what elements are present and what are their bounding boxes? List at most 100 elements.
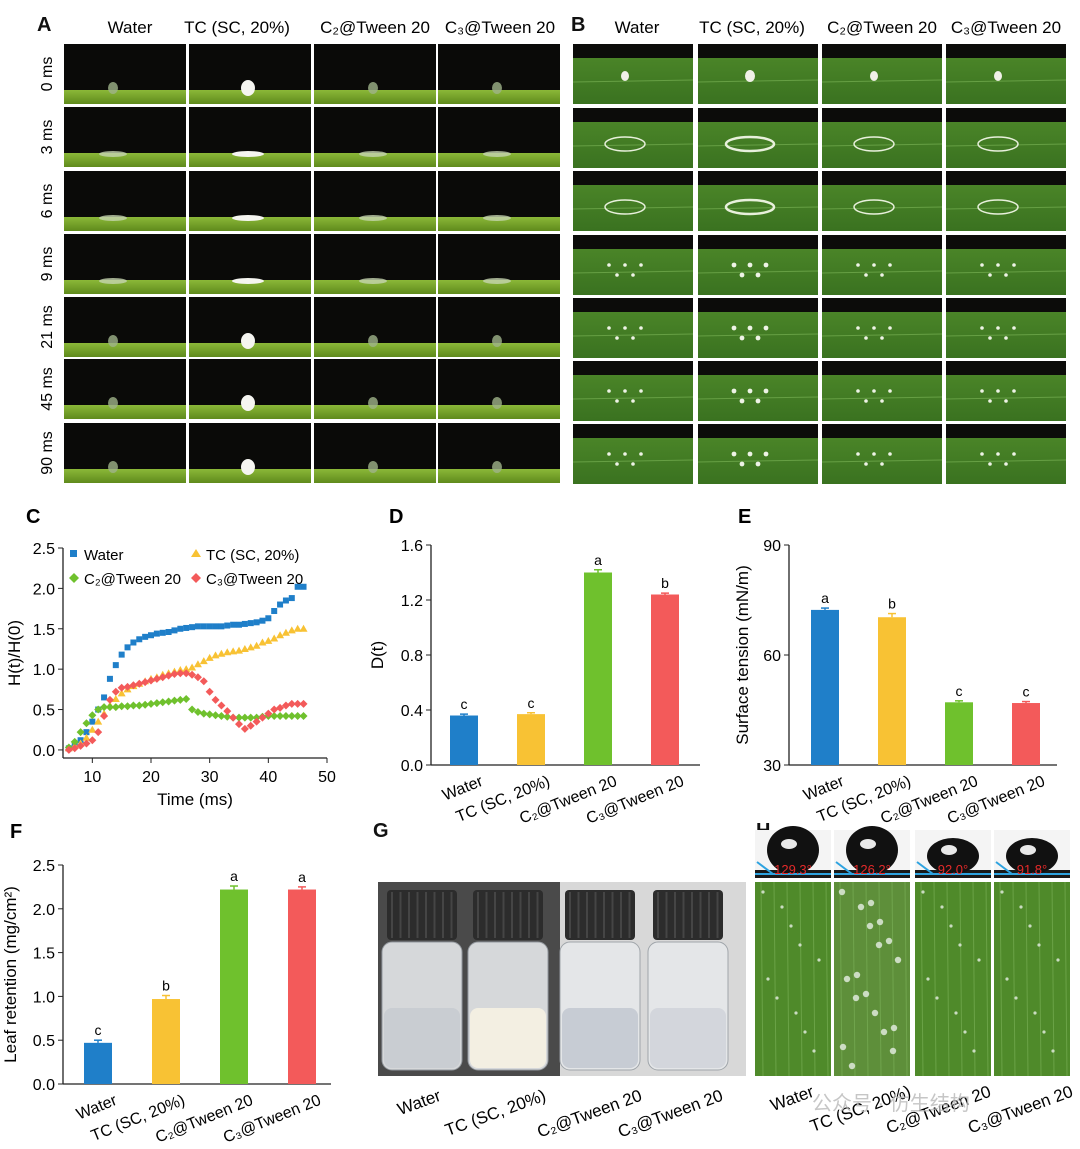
panel-a-letter: A xyxy=(37,14,52,36)
chart-c-point xyxy=(189,624,196,631)
chart-c-point xyxy=(223,712,232,721)
chart-f-bar xyxy=(288,889,316,1084)
chart-c-point xyxy=(182,695,191,704)
chart-c-point xyxy=(176,669,185,678)
chart-d-ytick: 0.4 xyxy=(401,703,423,720)
chart-c-point xyxy=(270,705,279,714)
chart-d-ylabel: D(t) xyxy=(368,641,387,669)
contact-angle-value: 129.3° xyxy=(774,862,812,877)
chart-c-point xyxy=(111,695,120,703)
chart-c-point xyxy=(129,681,138,690)
chart-f-sig-letter: a xyxy=(230,868,238,884)
chart-c-point xyxy=(236,621,242,628)
contact-angle-image: 126.2° xyxy=(834,826,910,878)
chart-c-point xyxy=(82,719,91,728)
panel-b-cell xyxy=(572,108,694,168)
chart-c-point xyxy=(252,641,261,649)
panel-a-cell xyxy=(438,359,560,419)
panel-b-cell xyxy=(945,298,1067,358)
chart-c-point xyxy=(82,739,91,748)
chart-c-point xyxy=(170,670,179,678)
panel-b-cell xyxy=(945,361,1067,421)
chart-c-point xyxy=(188,663,197,671)
chart-d-sig-letter: c xyxy=(528,695,535,711)
chart-c-point xyxy=(235,713,243,722)
chart-c-point xyxy=(152,674,161,683)
chart-e-sig-letter: a xyxy=(821,590,829,606)
chart-c-point xyxy=(141,700,150,709)
panel-b-cell xyxy=(697,171,819,231)
panel-a-column-labels: Water TC (SC, 20%) C₂@Tween 20 C₃@Tween 20 xyxy=(108,18,555,37)
chart-c-point xyxy=(70,737,79,746)
chart-c: C 0.0 0.5 1.0 1.5 2.0 2.5 10 20 30 40 50 Time (ms) H(… xyxy=(5,506,336,809)
chart-c-point xyxy=(294,583,301,590)
chart-c-point xyxy=(288,595,295,602)
chart-c-point xyxy=(88,711,97,720)
chart-c-point xyxy=(246,721,255,730)
chart-c-legend-marker xyxy=(70,550,77,557)
leaf-image xyxy=(755,881,831,1077)
chart-c-point xyxy=(76,728,85,737)
chart-c-point xyxy=(217,712,226,720)
panel-a-column-label: C₃@Tween 20 xyxy=(445,18,555,37)
chart-c-legend-marker xyxy=(191,549,201,557)
chart-c-point xyxy=(281,701,290,710)
panel-a-cell xyxy=(189,423,311,483)
panel-a-row-label: 21 ms xyxy=(39,305,56,349)
chart-e-ytick: 90 xyxy=(763,538,781,555)
chart-d-bar xyxy=(584,572,612,765)
chart-c-point xyxy=(135,679,144,688)
chart-c-point xyxy=(88,736,97,745)
chart-d-bar xyxy=(517,714,545,765)
panel-b-column-label: C₂@Tween 20 xyxy=(827,18,937,37)
chart-c-point xyxy=(293,624,302,632)
panel-b-cell xyxy=(945,235,1067,295)
panel-b-cell xyxy=(821,424,943,484)
panel-a-cell xyxy=(438,234,560,294)
panel-a-column-label: Water xyxy=(108,18,153,37)
chart-c-point xyxy=(89,718,96,725)
chart-e-ylabel: Surface tension (mN/m) xyxy=(733,565,752,745)
vial xyxy=(381,890,463,1071)
chart-f-bar xyxy=(220,889,248,1084)
panel-a-cell xyxy=(64,171,186,231)
panel-b-cell xyxy=(821,171,943,231)
chart-c-point xyxy=(130,639,137,646)
chart-c-point xyxy=(100,703,109,712)
chart-c-point xyxy=(259,617,266,624)
chart-c-point xyxy=(217,701,226,710)
chart-c-legend: Water TC (SC, 20%) C₂@Tween 20 C₃@Tween 20 xyxy=(69,547,303,588)
panel-a-cell xyxy=(189,107,311,167)
chart-f-ytick: 0.0 xyxy=(33,1077,55,1094)
chart-c-legend-label: C₂@Tween 20 xyxy=(84,571,181,588)
chart-e-sig-letter: c xyxy=(1023,684,1030,700)
chart-c-point xyxy=(176,695,185,704)
panel-a-cell xyxy=(189,359,311,419)
chart-c-point xyxy=(199,677,208,686)
panel-b-cell xyxy=(821,235,943,295)
chart-c-point xyxy=(287,712,296,720)
chart-c-point xyxy=(142,633,149,640)
chart-e-ytick: 60 xyxy=(763,648,781,665)
chart-c-point xyxy=(64,745,73,754)
panel-b-cells xyxy=(572,44,1067,484)
panel-b-cell xyxy=(572,298,694,358)
chart-c-point xyxy=(300,583,307,590)
chart-c-point xyxy=(276,703,285,712)
chart-f-bar xyxy=(152,999,180,1084)
chart-c-point xyxy=(171,627,178,634)
chart-c-point xyxy=(147,676,155,685)
contact-angle-value: 91.8° xyxy=(1017,862,1048,877)
chart-c-legend-label: Water xyxy=(84,547,123,564)
chart-c-point xyxy=(258,713,267,722)
panel-a-cell xyxy=(314,107,436,167)
panel-a-cell xyxy=(189,234,311,294)
chart-f-sig-letter: c xyxy=(95,1022,102,1038)
chart-d-sig-letter: b xyxy=(661,575,669,591)
chart-c-point xyxy=(94,717,103,725)
panel-h-label: Water xyxy=(768,1082,817,1115)
chart-c-point xyxy=(240,713,249,722)
chart-c-point xyxy=(129,701,138,710)
